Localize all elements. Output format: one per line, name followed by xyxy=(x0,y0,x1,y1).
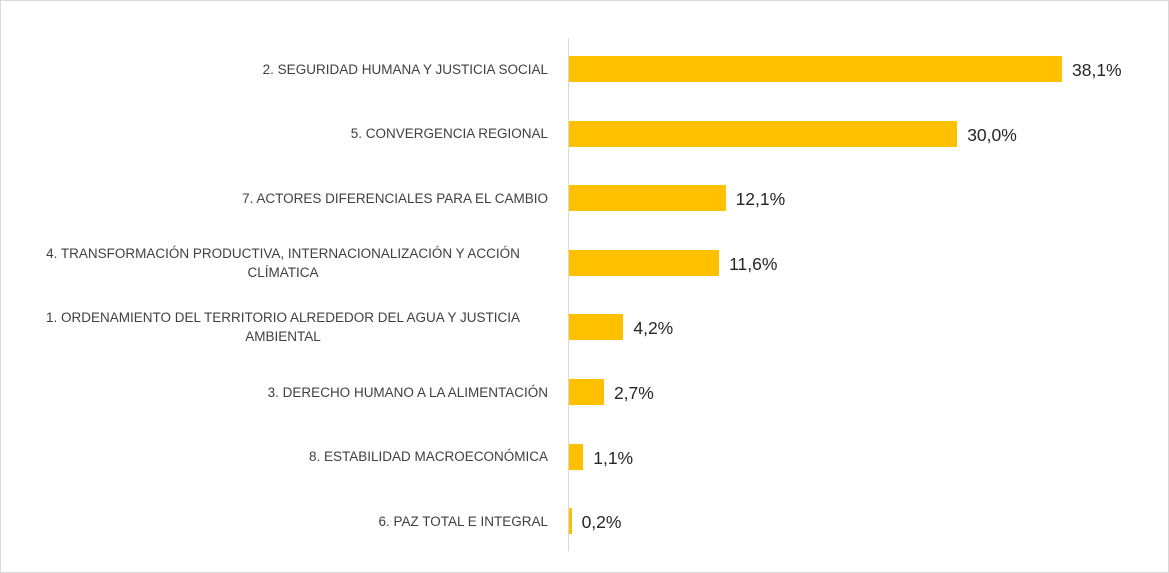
category-label: 3. DERECHO HUMANO A LA ALIMENTACIÓN xyxy=(267,384,548,400)
category-label: 7. ACTORES DIFERENCIALES PARA EL CAMBIO xyxy=(242,190,548,206)
category-label-box: 6. PAZ TOTAL E INTEGRAL xyxy=(11,491,548,551)
bar xyxy=(569,508,572,535)
category-label: 1. ORDENAMIENTO DEL TERRITORIO ALREDEDOR… xyxy=(45,310,521,345)
category-label-box: 2. SEGURIDAD HUMANA Y JUSTICIA SOCIAL xyxy=(11,39,548,99)
category-label-box: 7. ACTORES DIFERENCIALES PARA EL CAMBIO xyxy=(11,168,548,228)
value-label: 38,1% xyxy=(1072,60,1122,80)
bar xyxy=(569,379,604,405)
bar xyxy=(569,120,958,147)
bar xyxy=(569,314,624,341)
category-label-box: 5. CONVERGENCIA REGIONAL xyxy=(11,104,548,164)
category-label: 5. CONVERGENCIA REGIONAL xyxy=(350,126,548,142)
category-label: 8. ESTABILIDAD MACROECONÓMICA xyxy=(308,449,548,465)
axis-line xyxy=(568,38,569,551)
category-label-box: 4. TRANSFORMACIÓN PRODUCTIVA, INTERNACIO… xyxy=(11,233,548,293)
category-label: 4. TRANSFORMACIÓN PRODUCTIVA, INTERNACIO… xyxy=(46,245,520,280)
bar xyxy=(569,56,1062,82)
value-label: 0,2% xyxy=(581,512,622,533)
value-label: 30,0% xyxy=(967,124,1017,145)
category-label: 6. PAZ TOTAL E INTEGRAL xyxy=(378,513,548,529)
category-label: 2. SEGURIDAD HUMANA Y JUSTICIA SOCIAL xyxy=(262,61,548,77)
value-label: 12,1% xyxy=(735,189,786,210)
category-label-box: 8. ESTABILIDAD MACROECONÓMICA xyxy=(11,427,548,487)
bar xyxy=(569,443,584,470)
value-label: 11,6% xyxy=(729,253,778,274)
value-label: 4,2% xyxy=(633,318,674,339)
bar xyxy=(569,185,726,212)
value-label: 1,1% xyxy=(593,447,634,468)
bar xyxy=(569,249,720,276)
value-label: 2,7% xyxy=(613,383,654,403)
category-label-box: 1. ORDENAMIENTO DEL TERRITORIO ALREDEDOR… xyxy=(11,297,548,357)
category-label-box: 3. DERECHO HUMANO A LA ALIMENTACIÓN xyxy=(11,362,548,422)
